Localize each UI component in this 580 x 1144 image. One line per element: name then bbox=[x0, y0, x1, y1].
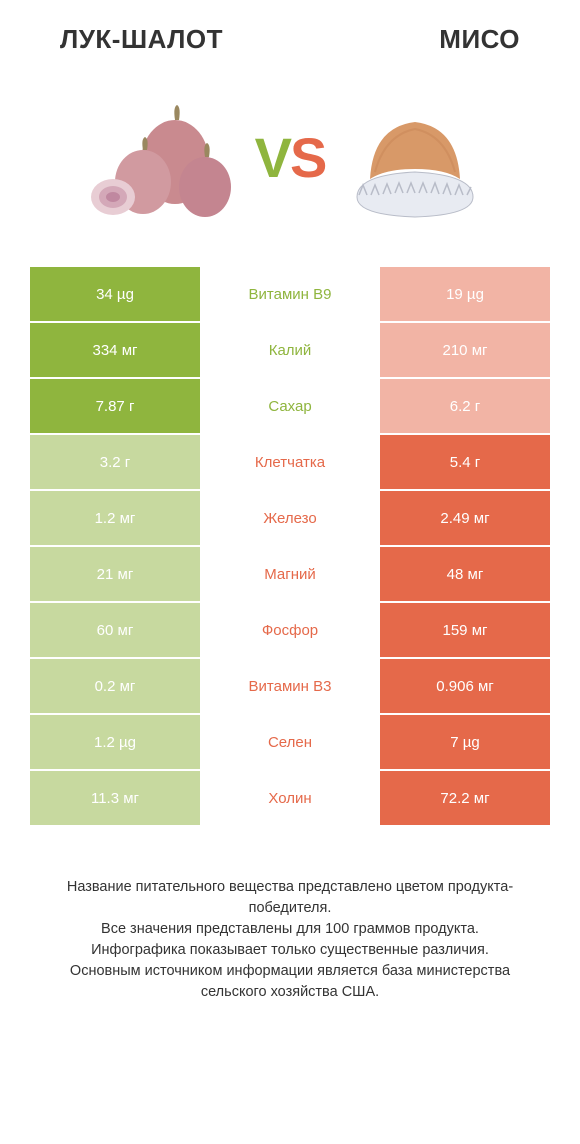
table-row: 1.2 мгЖелезо2.49 мг bbox=[30, 491, 550, 547]
table-row: 1.2 µgСелен7 µg bbox=[30, 715, 550, 771]
nutrient-name: Сахар bbox=[200, 379, 380, 433]
left-product-title: ЛУК-ШАЛОТ bbox=[60, 24, 223, 55]
nutrient-name: Калий bbox=[200, 323, 380, 377]
right-product-title: МИСО bbox=[439, 24, 520, 55]
nutrient-name: Фосфор bbox=[200, 603, 380, 657]
table-row: 334 мгКалий210 мг bbox=[30, 323, 550, 379]
vs-v: V bbox=[255, 126, 290, 189]
left-value: 7.87 г bbox=[30, 379, 200, 433]
footer-line: Все значения представлены для 100 граммо… bbox=[40, 919, 540, 940]
left-value: 60 мг bbox=[30, 603, 200, 657]
table-row: 7.87 гСахар6.2 г bbox=[30, 379, 550, 435]
right-value: 19 µg bbox=[380, 267, 550, 321]
table-row: 21 мгМагний48 мг bbox=[30, 547, 550, 603]
nutrient-name: Железо bbox=[200, 491, 380, 545]
nutrient-name: Холин bbox=[200, 771, 380, 825]
images-row: VS bbox=[0, 87, 580, 227]
footer-notes: Название питательного вещества представл… bbox=[40, 877, 540, 1003]
nutrient-name: Витамин B9 bbox=[200, 267, 380, 321]
table-row: 0.2 мгВитамин B30.906 мг bbox=[30, 659, 550, 715]
comparison-table: 34 µgВитамин B919 µg334 мгКалий210 мг7.8… bbox=[30, 267, 550, 827]
right-value: 72.2 мг bbox=[380, 771, 550, 825]
right-value: 7 µg bbox=[380, 715, 550, 769]
right-value: 159 мг bbox=[380, 603, 550, 657]
left-value: 334 мг bbox=[30, 323, 200, 377]
footer-line: Название питательного вещества представл… bbox=[40, 877, 540, 919]
footer-line: Основным источником информации является … bbox=[40, 961, 540, 1003]
left-value: 1.2 мг bbox=[30, 491, 200, 545]
table-row: 60 мгФосфор159 мг bbox=[30, 603, 550, 659]
left-product-image bbox=[85, 87, 245, 227]
right-value: 48 мг bbox=[380, 547, 550, 601]
left-value: 0.2 мг bbox=[30, 659, 200, 713]
table-row: 3.2 гКлетчатка5.4 г bbox=[30, 435, 550, 491]
left-value: 21 мг bbox=[30, 547, 200, 601]
right-value: 5.4 г bbox=[380, 435, 550, 489]
nutrient-name: Селен bbox=[200, 715, 380, 769]
table-row: 34 µgВитамин B919 µg bbox=[30, 267, 550, 323]
right-value: 2.49 мг bbox=[380, 491, 550, 545]
right-product-image bbox=[335, 87, 495, 227]
nutrient-name: Витамин B3 bbox=[200, 659, 380, 713]
vs-s: S bbox=[290, 126, 325, 189]
left-value: 3.2 г bbox=[30, 435, 200, 489]
table-row: 11.3 мгХолин72.2 мг bbox=[30, 771, 550, 827]
right-value: 210 мг bbox=[380, 323, 550, 377]
left-value: 34 µg bbox=[30, 267, 200, 321]
nutrient-name: Магний bbox=[200, 547, 380, 601]
right-value: 6.2 г bbox=[380, 379, 550, 433]
left-value: 1.2 µg bbox=[30, 715, 200, 769]
nutrient-name: Клетчатка bbox=[200, 435, 380, 489]
header: ЛУК-ШАЛОТ МИСО bbox=[0, 0, 580, 67]
left-value: 11.3 мг bbox=[30, 771, 200, 825]
vs-label: VS bbox=[255, 125, 326, 190]
right-value: 0.906 мг bbox=[380, 659, 550, 713]
footer-line: Инфографика показывает только существенн… bbox=[40, 940, 540, 961]
